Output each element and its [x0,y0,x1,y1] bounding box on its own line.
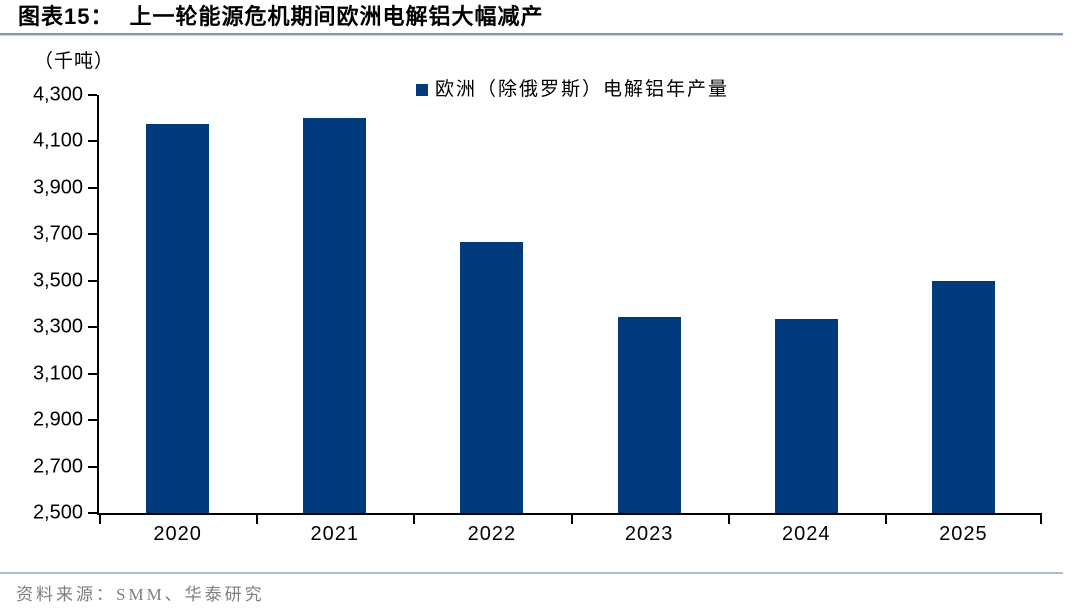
figure-title: 上一轮能源危机期间欧洲电解铝大幅减产 [129,4,544,29]
x-axis-tick [413,515,416,524]
bar-2020 [146,124,209,513]
y-axis-tick [88,233,97,236]
y-axis-tick [88,186,97,189]
x-axis-label: 2024 [782,523,831,545]
figure-label: 图表15： [18,4,114,29]
x-axis-tick [99,515,101,524]
x-axis-tick [727,515,730,524]
y-axis-tick-label: 2,900 [32,408,83,431]
y-axis-unit-label: （千吨） [34,51,115,72]
source-note: 资料来源：SMM、华泰研究 [16,585,265,604]
y-axis-tick-label: 2,700 [32,455,83,478]
bar-2021 [303,118,367,513]
chart-legend: 欧洲（除俄罗斯）电解铝年产量 [416,80,729,99]
y-axis-tick-label: 3,700 [32,222,83,245]
y-axis-tick-label: 3,300 [32,315,83,338]
x-axis-label: 2022 [467,523,517,545]
figure-header: 图表15： 上一轮能源危机期间欧洲电解铝大幅减产 [18,4,1058,30]
y-axis-tick [88,94,97,96]
x-axis-label: 2025 [939,523,988,545]
y-axis-tick [88,279,97,282]
y-axis-tick [88,326,97,329]
y-axis-tick [88,419,97,422]
y-axis-tick-label: 4,100 [32,129,83,152]
bar-2022 [460,242,524,513]
footer-divider [0,572,1063,574]
bar-2023 [617,316,681,513]
legend-label: 欧洲（除俄罗斯）电解铝年产量 [435,79,730,100]
y-axis-tick [88,512,97,514]
y-axis-tick [88,140,97,143]
y-axis-tick [88,465,97,468]
chart-plot: 2,500 2,700 2,900 3,100 3,300 3,500 3,700 3,900… [33,84,1042,545]
y-axis-tick-label: 2,500 [32,501,83,524]
bar-2025 [931,280,995,513]
bar-2024 [774,319,838,513]
x-axis-label: 2023 [624,523,674,545]
y-axis-tick-label: 3,900 [32,176,83,199]
x-axis-tick [1040,515,1042,524]
header-divider [0,33,1063,36]
y-axis-tick [88,372,97,375]
x-axis-tick [884,515,887,524]
x-axis-tick [570,515,573,524]
x-axis-label: 2020 [153,523,202,545]
y-axis-tick-label: 4,300 [32,83,83,106]
y-axis-tick-label: 3,100 [32,362,83,385]
x-axis-label: 2021 [310,523,359,545]
legend-swatch-icon [416,83,428,96]
y-axis-tick-label: 3,500 [32,269,83,292]
x-axis-tick [256,515,259,524]
